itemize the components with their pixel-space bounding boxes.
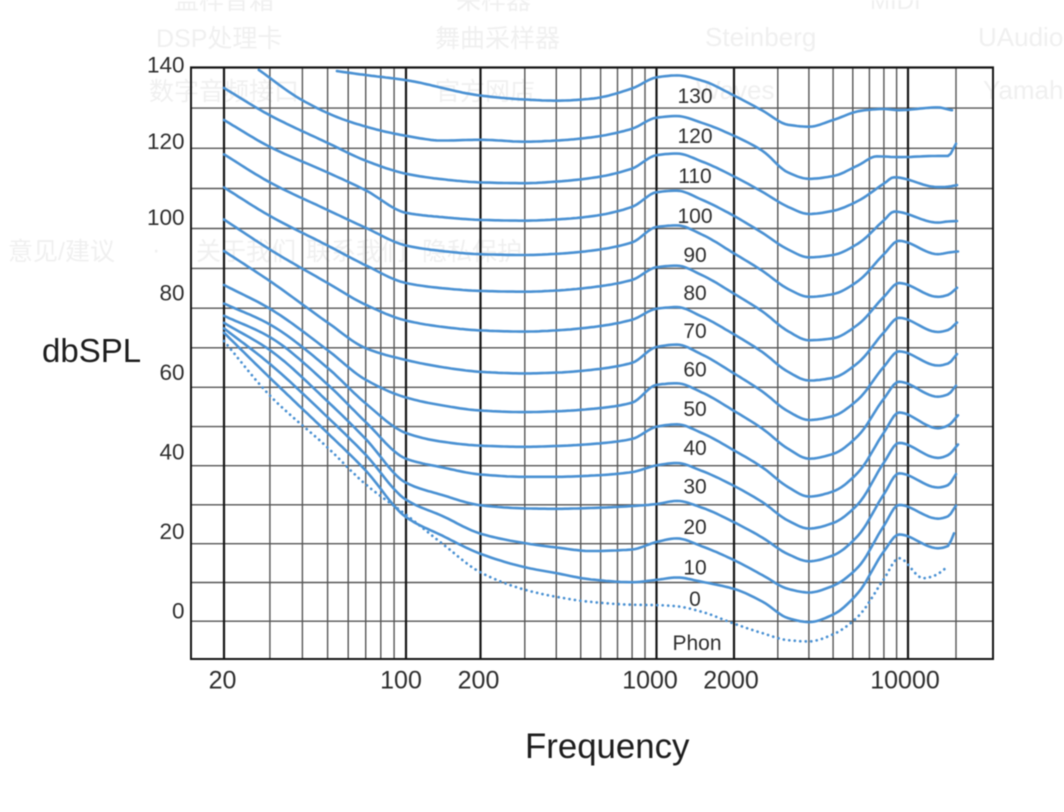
svg-text:120: 120 <box>677 125 712 148</box>
svg-text:Phon: Phon <box>672 632 721 655</box>
svg-text:UAudio: UAudio <box>978 22 1063 52</box>
svg-text:90: 90 <box>683 244 706 267</box>
svg-text:0: 0 <box>689 588 701 611</box>
svg-text:Frequency: Frequency <box>525 727 690 766</box>
svg-text:1000: 1000 <box>622 667 678 695</box>
svg-text:40: 40 <box>683 437 706 460</box>
svg-text:40: 40 <box>159 440 184 465</box>
svg-text:0: 0 <box>172 598 185 623</box>
svg-text:130: 130 <box>677 85 712 108</box>
svg-text:20: 20 <box>159 519 184 544</box>
svg-text:隐私保护: 隐私保护 <box>422 238 522 266</box>
svg-text:·: · <box>152 236 160 264</box>
svg-text:意见/建议: 意见/建议 <box>8 238 115 266</box>
svg-text:100: 100 <box>677 205 712 228</box>
svg-text:100: 100 <box>147 205 185 230</box>
svg-text:20: 20 <box>209 667 237 695</box>
svg-text:60: 60 <box>159 360 184 385</box>
svg-text:70: 70 <box>683 320 706 343</box>
svg-text:140: 140 <box>147 53 185 78</box>
svg-text:Waves: Waves <box>696 75 775 105</box>
svg-text:DSP处理卡: DSP处理卡 <box>156 25 282 53</box>
svg-text:200: 200 <box>458 667 500 695</box>
svg-text:100: 100 <box>380 667 422 695</box>
svg-text:20: 20 <box>683 516 706 539</box>
svg-text:50: 50 <box>683 398 706 421</box>
svg-text:Yamaha: Yamaha <box>983 75 1064 105</box>
svg-text:10: 10 <box>683 556 706 579</box>
svg-text:80: 80 <box>159 281 184 306</box>
svg-text:舞曲采样器: 舞曲采样器 <box>435 25 560 53</box>
svg-text:60: 60 <box>683 358 706 381</box>
svg-text:2000: 2000 <box>703 667 759 695</box>
svg-text:官方网店: 官方网店 <box>435 78 535 106</box>
svg-text:120: 120 <box>147 129 185 154</box>
svg-text:Steinberg: Steinberg <box>705 22 816 52</box>
svg-text:30: 30 <box>683 475 706 498</box>
svg-text:MIDI: MIDI <box>870 0 921 15</box>
svg-text:110: 110 <box>678 165 711 188</box>
svg-text:监样音箱: 监样音箱 <box>174 0 274 15</box>
svg-text:dbSPL: dbSPL <box>42 332 141 369</box>
svg-text:关于我们: 关于我们 <box>196 238 296 266</box>
svg-text:10000: 10000 <box>870 667 940 695</box>
svg-text:80: 80 <box>683 282 706 305</box>
svg-text:采样器: 采样器 <box>456 0 531 15</box>
